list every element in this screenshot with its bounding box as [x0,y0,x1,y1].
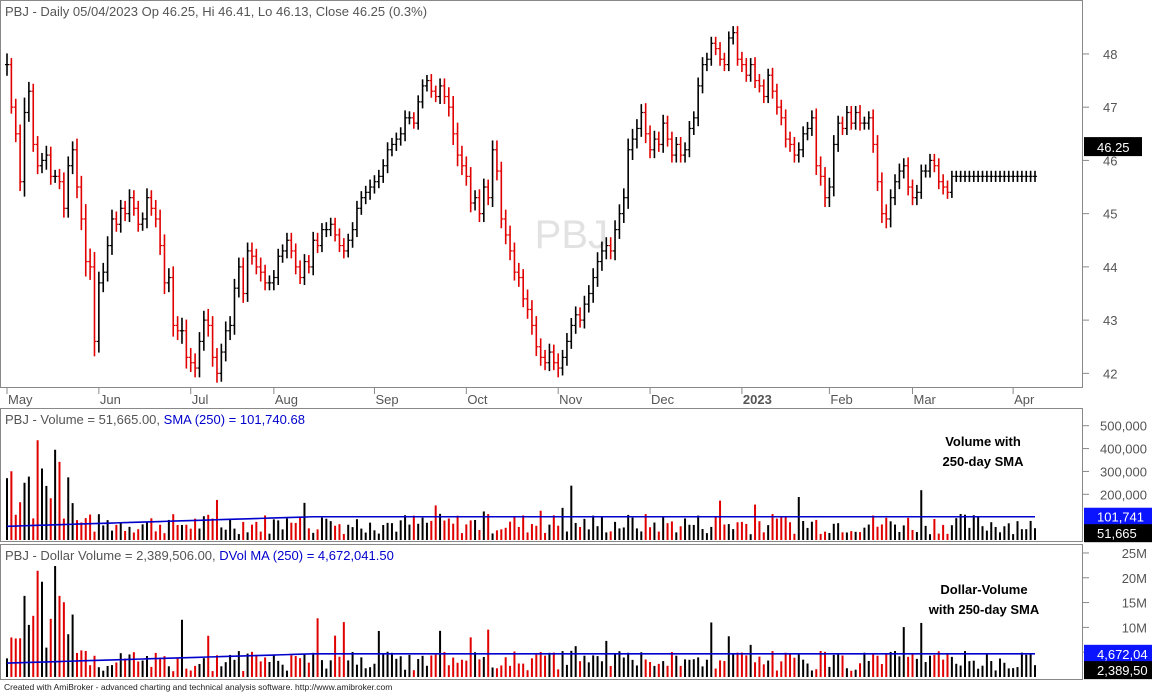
sma-value-tag [1084,507,1152,526]
volume-tick-label: 200,000 [1100,487,1147,502]
price-header: PBJ - Daily 05/04/2023 Op 46.25, Hi 46.4… [5,4,427,19]
volume-axis: 200,000 300,000 400,000 500,000 101,74151,66… [1083,419,1152,543]
sma-value-label: 4,672,04 [1097,647,1148,662]
month-tick-label: Dec [651,392,675,407]
month-tick-label: Feb [830,392,852,407]
volume-tick-label: 400,000 [1100,442,1147,457]
month-tick-label: Nov [559,392,583,407]
price-tick-label: 45 [1103,207,1117,222]
volume-panel-frame [0,408,1083,542]
volume-series [6,440,1036,540]
dollar-volume-series [6,565,1036,677]
month-tick-label: Apr [1014,392,1035,407]
price-tick-label: 46 [1103,153,1117,168]
volume-annotation-line1: Volume with [945,434,1021,449]
volume-tick-label: 10M [1122,620,1147,635]
volume-tick-label: 20M [1122,571,1147,586]
volume-annotation-line2: 250-day SMA [943,454,1025,469]
dollar-header-sma: DVol MA (250) = 4,672,041.50 [219,548,394,563]
sma-line [6,653,1035,664]
volume-tick-label: 500,000 [1100,419,1147,434]
sma-line [6,515,1035,528]
volume-tick-label: 25M [1122,546,1147,561]
price-last-value-tag [1084,137,1142,157]
volume-tick-label: 15M [1122,596,1147,611]
dollar-annotation-line2: with 250-day SMA [928,602,1040,617]
price-tick-label: 43 [1103,313,1117,328]
price-series [5,26,1037,383]
volume-header-prefix: PBJ - Volume = 51,665.00, [5,412,160,427]
month-tick-label: Sep [375,392,398,407]
chart-watermark: PBJ [535,213,608,257]
month-tick-label: Mar [914,392,937,407]
price-axis: 42 43 44 45 46 47 48 46.25 [1083,47,1142,381]
sma-value-label: 101,741 [1097,510,1144,525]
sma-value-tag [1084,644,1152,663]
price-last-value-label: 46.25 [1097,140,1130,155]
last-value-label: 51,665 [1097,526,1137,541]
price-tick-label: 47 [1103,100,1117,115]
last-value-tag [1084,661,1152,680]
price-tick-label: 48 [1103,47,1117,62]
month-tick-label: Jul [192,392,209,407]
dollar-volume-header: PBJ - Dollar Volume = 2,389,506.00, DVol… [5,548,394,563]
volume-header: PBJ - Volume = 51,665.00, SMA (250) = 10… [5,412,305,427]
price-tick-label: 42 [1103,366,1117,381]
month-tick-label: May [8,392,33,407]
volume-tick-label: 300,000 [1100,464,1147,479]
footer-credit: Created with AmiBroker - advanced charti… [4,682,393,692]
volume-header-sma: SMA (250) = 101,740.68 [164,412,305,427]
last-value-label: 2,389,50 [1097,663,1148,678]
price-tick-label: 44 [1103,260,1117,275]
dollar-volume-axis: 5M10M15M20M25M4,672,042,389,50 [1083,546,1152,680]
dollar-panel-frame [0,544,1083,680]
month-tick-label: Aug [275,392,298,407]
dollar-annotation-line1: Dollar-Volume [940,582,1027,597]
month-tick-label: 2023 [743,392,772,407]
month-tick-label: Jun [100,392,121,407]
month-tick-label: Oct [467,392,488,407]
last-value-tag [1084,524,1152,543]
month-axis: May Jun Jul Aug Sep Oct Nov Dec 2023 Feb Mar Apr [6,388,1035,407]
price-panel-frame [0,0,1083,388]
dollar-header-prefix: PBJ - Dollar Volume = 2,389,506.00, [5,548,216,563]
